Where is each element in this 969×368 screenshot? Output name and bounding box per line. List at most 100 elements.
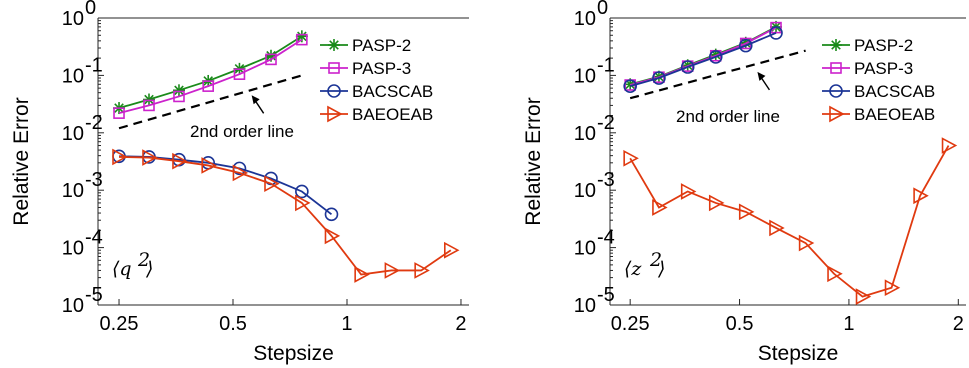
- y-tick-label: 10: [574, 238, 596, 260]
- y-tick-exponent: 0: [85, 0, 96, 19]
- legend-entry: PASP-3: [854, 59, 913, 78]
- data-point-bacscab: [324, 207, 339, 222]
- legend-marker: [829, 105, 845, 123]
- data-point-bacscab: [769, 26, 783, 40]
- data-point-baeoeab: [201, 157, 217, 174]
- legend-marker: [830, 62, 842, 74]
- data-point-baeoeab: [172, 152, 188, 170]
- y-tick-label: 10: [62, 123, 84, 145]
- y-tick-exponent: -4: [85, 227, 103, 249]
- annotation-arrowhead: [757, 71, 766, 81]
- legend-marker: [327, 105, 343, 123]
- series-line-pasp-3: [118, 38, 303, 115]
- y-tick-label: 10: [62, 180, 84, 202]
- data-point-pasp-2: [144, 94, 154, 105]
- legend-entry: BAEOEAB: [352, 105, 433, 124]
- legend-marker: [831, 40, 841, 50]
- x-tick-label: 0.5: [219, 313, 247, 335]
- data-point-baeoeab: [798, 234, 815, 252]
- data-point-pasp-2: [266, 50, 276, 61]
- y-tick-label: 10: [62, 65, 84, 87]
- data-point-baeoeab: [652, 199, 668, 216]
- panel-label-close: ⟩: [657, 258, 665, 280]
- x-tick-label: 0.25: [100, 313, 139, 335]
- legend-entry: PASP-2: [352, 36, 411, 55]
- y-tick-exponent: -3: [85, 169, 103, 191]
- data-point-baeoeab: [384, 262, 401, 279]
- panel-label-exponent: 2: [137, 249, 150, 271]
- legend-entry: BACSCAB: [854, 82, 935, 101]
- data-point-baeoeab: [264, 175, 280, 192]
- series-line-pasp-2: [629, 26, 777, 86]
- data-point-pasp-3: [113, 107, 125, 119]
- annotation-text: 2nd order line: [190, 122, 294, 141]
- x-tick-label: 1: [341, 313, 352, 335]
- data-point-baeoeab: [444, 241, 460, 259]
- data-point-pasp-3: [770, 21, 782, 34]
- legend-entry: PASP-3: [352, 59, 411, 78]
- chart-panel-1: 10-510-410-310-210-110 00.25 0.5 1 2Stepsize…: [10, 0, 469, 365]
- data-point-bacscab: [295, 184, 309, 199]
- data-point-bacscab: [738, 38, 753, 53]
- data-point-baeoeab: [884, 279, 901, 297]
- legend-marker: [328, 62, 340, 74]
- data-point-baeoeab: [680, 183, 697, 200]
- data-point-baeoeab: [913, 187, 929, 205]
- data-point-baeoeab: [324, 227, 341, 245]
- data-point-pasp-3: [296, 33, 308, 46]
- y-tick-label: 10: [574, 180, 596, 202]
- data-point-baeoeab: [855, 288, 872, 305]
- data-point-pasp-3: [143, 99, 155, 112]
- data-point-baeoeab: [738, 203, 755, 221]
- data-point-bacscab: [623, 79, 637, 93]
- data-point-baeoeab: [414, 262, 430, 279]
- annotation-text: 2nd order line: [676, 107, 780, 126]
- data-point-pasp-3: [265, 53, 277, 66]
- reference-line: [118, 74, 303, 130]
- data-point-pasp-3: [202, 80, 215, 92]
- y-tick-exponent: -1: [85, 54, 103, 76]
- data-point-baeoeab: [232, 164, 249, 182]
- data-point-pasp-2: [297, 31, 307, 42]
- series-line-baeoeab: [629, 145, 950, 298]
- y-tick-label: 10: [574, 8, 596, 30]
- x-tick-label: 1: [843, 313, 854, 335]
- panel-label-close: ⟩: [145, 258, 153, 280]
- y-tick-exponent: -3: [597, 169, 615, 191]
- reference-line: [629, 49, 806, 100]
- y-tick-exponent: -2: [597, 112, 615, 134]
- y-tick-exponent: 0: [597, 0, 608, 19]
- data-point-baeoeab: [769, 219, 785, 237]
- data-point-pasp-3: [233, 68, 246, 80]
- data-point-baeoeab: [941, 137, 958, 154]
- x-tick-label: 2: [455, 313, 466, 335]
- y-tick-exponent: -4: [597, 227, 615, 249]
- y-tick-label: 10: [62, 238, 84, 260]
- y-tick-exponent: -5: [85, 284, 103, 306]
- data-point-pasp-3: [173, 90, 185, 103]
- panel-label-exponent: 2: [649, 249, 662, 271]
- y-tick-label: 10: [574, 65, 596, 87]
- y-axis-label: Relative Error: [522, 97, 545, 225]
- data-point-baeoeab: [354, 266, 370, 283]
- legend-marker: [829, 84, 843, 98]
- data-point-baeoeab: [708, 194, 725, 212]
- y-axis-label: Relative Error: [10, 97, 33, 225]
- data-point-baeoeab: [112, 148, 128, 166]
- legend-entry: BAEOEAB: [854, 105, 935, 124]
- x-tick-label: 0.25: [611, 313, 650, 335]
- data-point-baeoeab: [142, 149, 158, 166]
- series-line-pasp-3: [629, 26, 777, 86]
- legend-marker: [329, 40, 339, 50]
- legend-entry: PASP-2: [854, 36, 913, 55]
- annotation-arrowhead: [251, 95, 260, 105]
- legend-marker: [327, 84, 341, 98]
- y-tick-exponent: -5: [597, 284, 615, 306]
- y-tick-label: 10: [574, 295, 596, 317]
- series-line-baeoeab: [119, 156, 452, 276]
- x-tick-label: 2: [953, 313, 964, 335]
- panel-label: ⟨z: [624, 258, 642, 280]
- x-tick-label: 0.5: [726, 313, 754, 335]
- data-point-bacscab: [708, 50, 723, 64]
